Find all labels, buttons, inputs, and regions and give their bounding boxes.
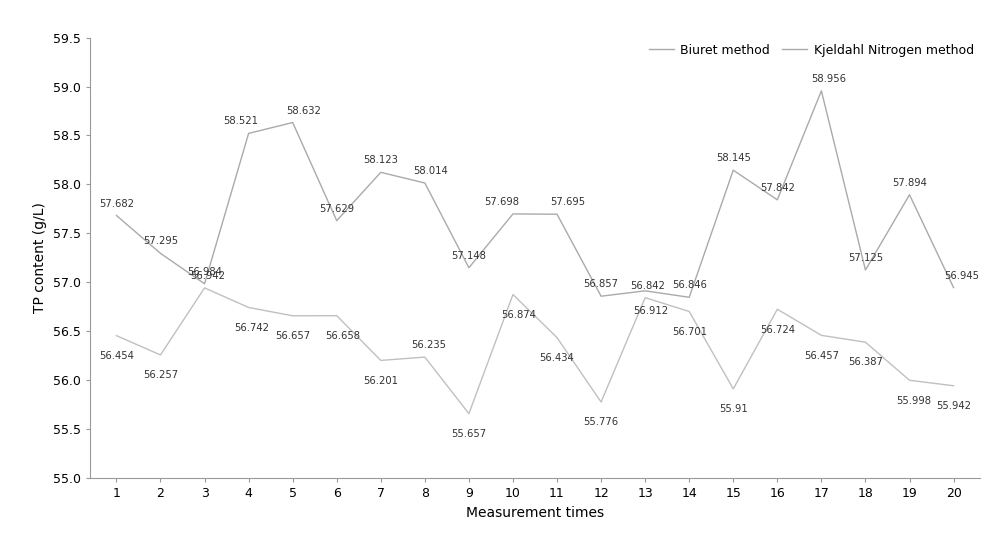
Kjeldahl Nitrogen method	[815, 332, 827, 339]
Text: 57.682: 57.682	[99, 199, 134, 208]
Text: 56.658: 56.658	[325, 331, 360, 341]
Text: 56.201: 56.201	[363, 376, 398, 386]
Kjeldahl Nitrogen method	[595, 399, 607, 405]
Text: 56.257: 56.257	[143, 370, 178, 380]
Biuret method	[727, 167, 739, 173]
Biuret method	[815, 88, 827, 94]
Kjeldahl Nitrogen method	[375, 357, 387, 364]
Biuret method	[463, 265, 475, 271]
Kjeldahl Nitrogen method	[463, 410, 475, 417]
Biuret method	[154, 250, 166, 257]
Biuret method	[375, 169, 387, 176]
Text: 56.742: 56.742	[234, 323, 269, 333]
Kjeldahl Nitrogen method	[551, 335, 563, 341]
Biuret method	[551, 211, 563, 217]
Text: 56.945: 56.945	[944, 271, 979, 281]
Biuret method	[948, 285, 960, 291]
Text: 56.984: 56.984	[187, 267, 222, 277]
Biuret method	[199, 280, 211, 287]
Biuret method	[419, 180, 431, 186]
Text: 56.387: 56.387	[848, 358, 883, 367]
Biuret method	[639, 288, 651, 294]
Text: 58.632: 58.632	[286, 106, 321, 115]
Kjeldahl Nitrogen method	[683, 308, 695, 315]
X-axis label: Measurement times: Measurement times	[466, 505, 604, 519]
Legend: Biuret method, Kjeldahl Nitrogen method: Biuret method, Kjeldahl Nitrogen method	[649, 44, 974, 57]
Text: 56.857: 56.857	[584, 279, 619, 289]
Kjeldahl Nitrogen method	[243, 304, 255, 311]
Text: 56.701: 56.701	[672, 326, 707, 337]
Text: 56.942: 56.942	[190, 271, 225, 281]
Text: 56.235: 56.235	[412, 340, 447, 350]
Text: 57.295: 57.295	[143, 236, 178, 246]
Text: 57.842: 57.842	[760, 183, 795, 193]
Text: 55.91: 55.91	[719, 404, 748, 414]
Kjeldahl Nitrogen method	[639, 294, 651, 301]
Biuret method	[771, 197, 783, 203]
Biuret method	[243, 130, 255, 136]
Text: 58.123: 58.123	[363, 155, 398, 165]
Biuret method	[859, 267, 871, 273]
Kjeldahl Nitrogen method	[110, 332, 122, 339]
Line: Kjeldahl Nitrogen method: Kjeldahl Nitrogen method	[116, 288, 954, 413]
Kjeldahl Nitrogen method	[507, 292, 519, 298]
Biuret method	[507, 211, 519, 217]
Kjeldahl Nitrogen method	[948, 382, 960, 389]
Text: 57.629: 57.629	[319, 204, 354, 214]
Text: 57.695: 57.695	[551, 197, 586, 207]
Kjeldahl Nitrogen method	[154, 352, 166, 358]
Text: 58.956: 58.956	[811, 74, 846, 84]
Kjeldahl Nitrogen method	[859, 339, 871, 345]
Text: 58.145: 58.145	[716, 153, 751, 163]
Kjeldahl Nitrogen method	[199, 285, 211, 291]
Kjeldahl Nitrogen method	[419, 354, 431, 360]
Kjeldahl Nitrogen method	[727, 386, 739, 392]
Text: 57.698: 57.698	[484, 197, 519, 207]
Kjeldahl Nitrogen method	[904, 377, 916, 383]
Biuret method	[595, 293, 607, 300]
Text: 57.125: 57.125	[848, 253, 883, 263]
Text: 55.998: 55.998	[896, 396, 931, 405]
Text: 56.842: 56.842	[630, 281, 665, 291]
Text: 56.846: 56.846	[672, 280, 707, 291]
Text: 56.912: 56.912	[633, 306, 668, 316]
Kjeldahl Nitrogen method	[287, 313, 299, 319]
Text: 56.874: 56.874	[501, 310, 536, 320]
Biuret method	[683, 294, 695, 301]
Biuret method	[904, 192, 916, 198]
Text: 58.521: 58.521	[223, 117, 258, 126]
Biuret method	[287, 119, 299, 126]
Line: Biuret method: Biuret method	[116, 91, 954, 297]
Kjeldahl Nitrogen method	[771, 306, 783, 313]
Text: 58.014: 58.014	[413, 166, 448, 176]
Text: 57.148: 57.148	[451, 251, 486, 261]
Y-axis label: TP content (g/L): TP content (g/L)	[33, 202, 47, 313]
Text: 55.776: 55.776	[584, 417, 619, 427]
Biuret method	[110, 212, 122, 219]
Text: 56.657: 56.657	[275, 331, 310, 341]
Text: 56.434: 56.434	[540, 353, 574, 363]
Text: 57.894: 57.894	[892, 178, 927, 188]
Text: 56.454: 56.454	[99, 351, 134, 361]
Biuret method	[331, 217, 343, 224]
Kjeldahl Nitrogen method	[331, 313, 343, 319]
Text: 56.724: 56.724	[760, 324, 795, 335]
Text: 55.657: 55.657	[451, 429, 486, 439]
Text: 56.457: 56.457	[804, 351, 839, 361]
Text: 55.942: 55.942	[936, 401, 971, 411]
